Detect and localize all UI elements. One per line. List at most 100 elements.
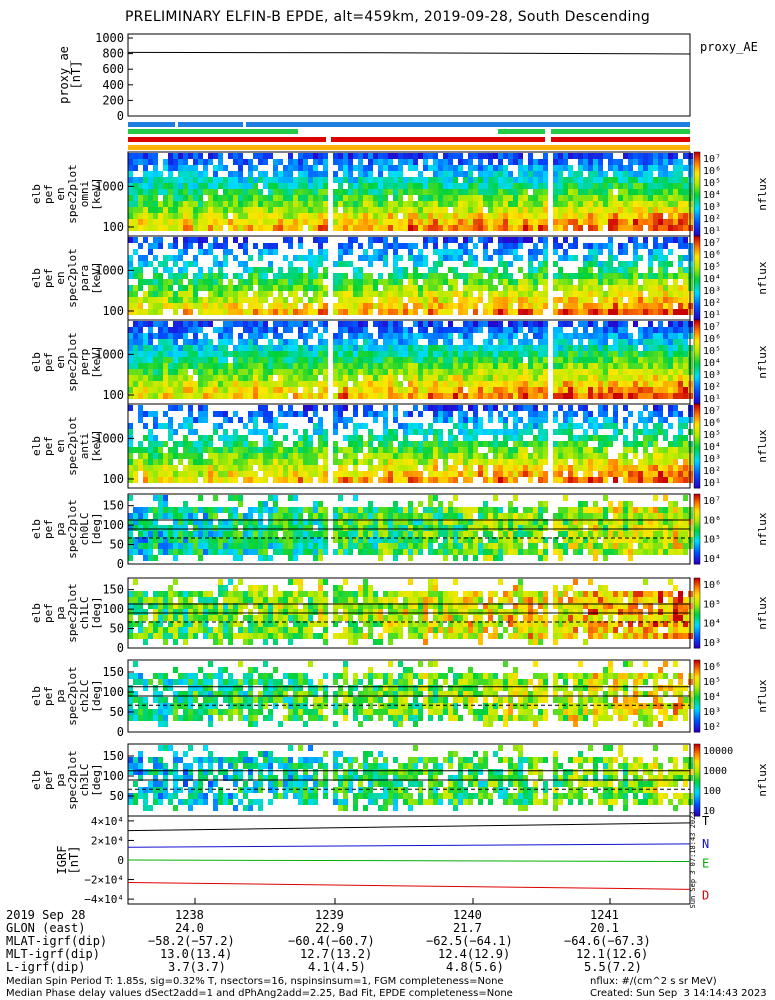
- bar-blue-seg-1: [178, 122, 243, 127]
- en-para-ylabel-0: elb: [30, 268, 43, 288]
- en-perp-cbar-tick-5: 10²: [703, 382, 721, 393]
- x-row-1-v2: 21.7: [453, 921, 482, 935]
- pa-ch1-cbar-tick-3: 10³: [703, 638, 721, 649]
- en-anti-cbar-tick-0: 10⁷: [703, 406, 721, 417]
- pa-ch2-cbar-tick-1: 10⁵: [703, 677, 721, 688]
- pa-ch2-ylabel-5: [deg]: [90, 679, 103, 712]
- bar-green-seg-1: [498, 129, 545, 134]
- pa-ch2-colorbar: [693, 659, 701, 733]
- en-all-cbar-tick-1: 10⁶: [703, 166, 721, 177]
- pa-ch0-cbar-tick-1: 10⁶: [703, 515, 721, 526]
- en-anti-cbar-tick-6: 10¹: [703, 478, 721, 489]
- en-anti-ylabel-2: en: [54, 439, 67, 452]
- pa-ch0-ylabel-0: elb: [30, 519, 43, 539]
- pa-ch0-tick-label-0: 0: [117, 557, 124, 571]
- pa-ch2-cbar-tick-4: 10²: [703, 722, 721, 733]
- pa-ch2-tick-label-1: 50: [110, 705, 124, 719]
- en-anti-panel: [128, 404, 700, 489]
- footer-line-1-left: Median Spin Period T: 1.85s, sig=0.32% T…: [6, 976, 504, 987]
- en-anti-cbar-tick-4: 10³: [703, 454, 721, 465]
- en-all-cbar-tick-6: 10¹: [703, 226, 721, 237]
- en-anti-cbar-tick-5: 10²: [703, 466, 721, 477]
- en-anti-tick-label-1: 1000: [95, 431, 124, 445]
- x-row-0-v0: 1238: [175, 908, 204, 922]
- x-row-2-label: MLAT-igrf(dip): [6, 934, 108, 948]
- en-perp-cbar-label: nflux: [756, 345, 769, 378]
- igrf-side-text: Sun Sep 3 07:18:43 2023: [689, 812, 697, 909]
- x-row-4-v1: 4.1(4.5): [308, 960, 366, 974]
- en-perp-cbar-tick-3: 10⁴: [703, 358, 721, 369]
- x-row-1-v1: 22.9: [315, 921, 344, 935]
- en-anti-cbar-tick-3: 10⁴: [703, 442, 721, 453]
- en-para-cbar-tick-2: 10⁵: [703, 262, 721, 273]
- en-perp-tick-label-0: 100: [102, 388, 124, 402]
- proxy-ae-legend: proxy_AE: [700, 40, 758, 54]
- pa-ch1-tick-label-1: 50: [110, 622, 124, 636]
- pa-ch2-ylabel-1: pef: [42, 686, 55, 706]
- en-para-cbar-tick-4: 10³: [703, 286, 721, 297]
- en-anti-ylabel-4: anti: [78, 433, 91, 460]
- en-para-ylabel-2: en: [54, 271, 67, 284]
- en-para-ylabel-5: [keV]: [90, 261, 103, 294]
- en-anti-cbar-tick-2: 10⁵: [703, 430, 721, 441]
- pa-ch0-tick-label-1: 50: [110, 538, 124, 552]
- pa-ch1-tick-label-3: 150: [102, 583, 124, 597]
- en-anti-cbar-tick-1: 10⁶: [703, 418, 721, 429]
- pa-ch3-cbar-label: nflux: [756, 763, 769, 796]
- bar-green-seg-0: [128, 129, 298, 134]
- x-row-4-v0: 3.7(3.7): [168, 960, 226, 974]
- pa-ch1-cbar-label: nflux: [756, 596, 769, 629]
- pa-ch2-tick-label-3: 150: [102, 665, 124, 679]
- pa-ch0-ylabel-1: pef: [42, 519, 55, 539]
- igrf-line-E: [127, 859, 691, 862]
- igrf-line-N: [127, 843, 691, 848]
- pa-ch2-cbar-tick-3: 10³: [703, 707, 721, 718]
- x-row-4-label: L-igrf(dip): [6, 960, 86, 974]
- igrf-tick-label-4: 4×10⁴: [91, 815, 124, 828]
- x-row-2-v1: −60.4(−60.7): [288, 934, 375, 948]
- en-all-cbar-label: nflux: [756, 177, 769, 210]
- en-para-cbar-tick-5: 10²: [703, 298, 721, 309]
- footer-line-1-right: nflux: #/(cm^2 s sr MeV): [590, 976, 717, 987]
- pa-ch0-tick-label-3: 150: [102, 499, 124, 513]
- pa-ch3-colorbar: [693, 743, 701, 817]
- footer-line-2-left: Median Phase delay values dSect2add=1 an…: [6, 988, 513, 999]
- pa-ch3-cbar-tick-3: 10: [703, 806, 715, 817]
- en-perp-ylabel-4: perp: [78, 349, 91, 376]
- bar-red-seg-1: [331, 137, 545, 142]
- pa-ch1-cbar-tick-1: 10⁵: [703, 599, 721, 610]
- pa-ch2-cbar-tick-0: 10⁶: [703, 662, 721, 673]
- pa-ch1-cbar-tick-2: 10⁴: [703, 619, 721, 630]
- en-anti-ylabel-3: spec2plot: [66, 416, 79, 476]
- en-perp-ylabel-0: elb: [30, 352, 43, 372]
- en-para-ylabel-4: para: [78, 265, 91, 292]
- en-perp-cbar-tick-0: 10⁷: [703, 322, 721, 333]
- proxy-ae-ylabel-0: proxy_ae: [57, 46, 71, 104]
- en-para-cbar-tick-6: 10¹: [703, 310, 721, 321]
- igrf-ylabel-0: IGRF: [55, 846, 69, 875]
- pa-ch0-ylabel-5: [deg]: [90, 512, 103, 545]
- en-all-tick-label-0: 100: [102, 220, 124, 234]
- en-anti-ylabel-1: pef: [42, 436, 55, 456]
- pa-ch2-cbar-label: nflux: [756, 679, 769, 712]
- en-all-tick-label-1: 1000: [95, 179, 124, 193]
- pa-ch3-ylabel-0: elb: [30, 770, 43, 790]
- pa-ch3-cbar-tick-2: 100: [703, 786, 721, 797]
- en-perp-ylabel-3: spec2plot: [66, 332, 79, 392]
- bar-red-seg-0: [128, 137, 326, 142]
- pa-ch3-panel: [128, 744, 700, 817]
- x-row-1-label: GLON (east): [6, 921, 86, 935]
- en-anti-colorbar: [693, 403, 701, 489]
- en-perp-ylabel-1: pef: [42, 352, 55, 372]
- pa-ch2-ylabel-3: spec2plot: [66, 666, 79, 726]
- proxy-ae-frame: [127, 33, 691, 117]
- en-all-ylabel-3: spec2plot: [66, 164, 79, 224]
- pa-ch1-ylabel-1: pef: [42, 603, 55, 623]
- bar-blue-seg-2: [246, 122, 690, 127]
- x-row-3-v0: 13.0(13.4): [160, 947, 233, 961]
- x-row-0-label: 2019 Sep 28: [6, 908, 86, 922]
- page-title: PRELIMINARY ELFIN-B EPDE, alt=459km, 201…: [124, 9, 651, 25]
- pa-ch1-tick-label-2: 100: [102, 602, 124, 616]
- proxy-ae-line: [127, 51, 691, 55]
- en-all-cbar-tick-2: 10⁵: [703, 178, 721, 189]
